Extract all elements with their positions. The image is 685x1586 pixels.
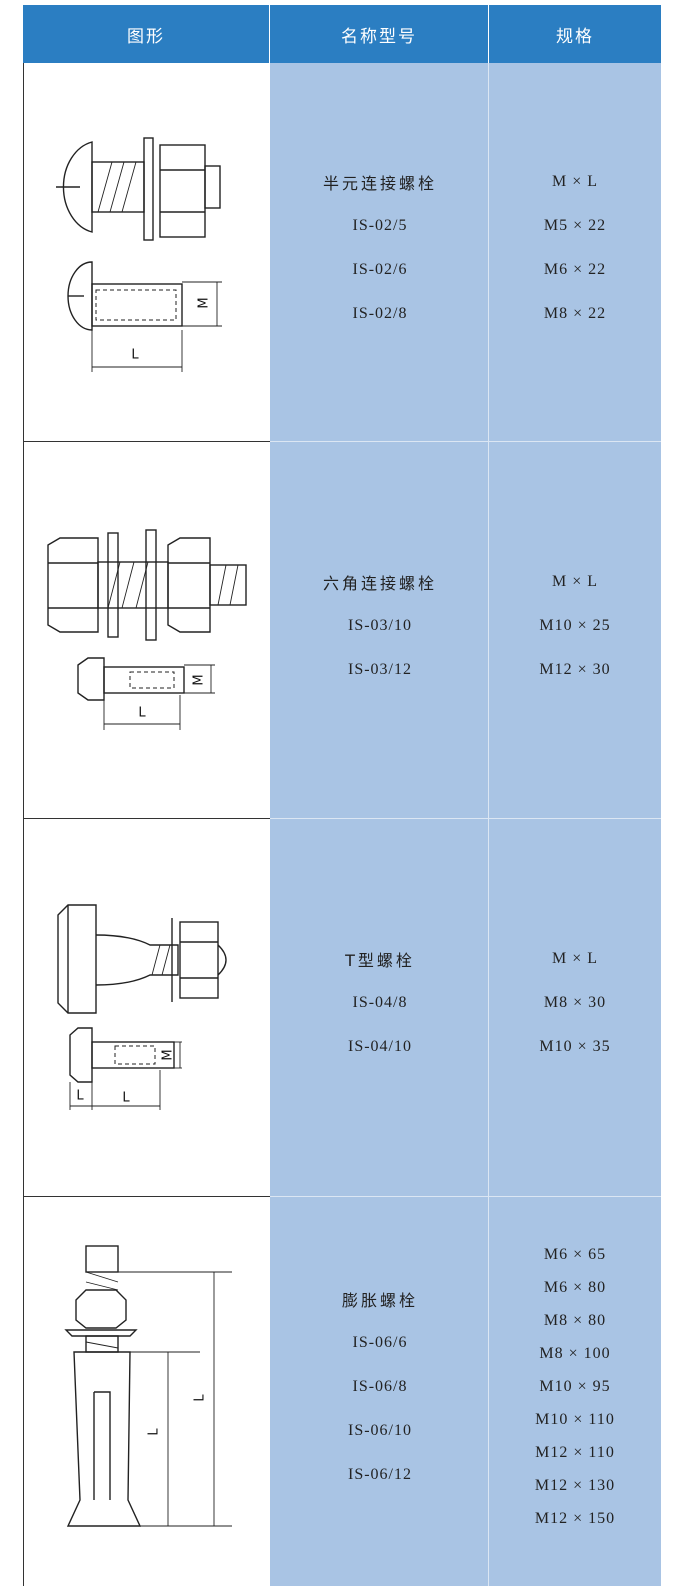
spec: M6 × 22: [543, 261, 607, 278]
figure-round-bolt: M L: [56, 137, 222, 372]
figure-expansion-bolt: L L: [64, 1245, 232, 1527]
spec: M10 × 110: [535, 1411, 615, 1428]
name-cell: [270, 441, 489, 818]
model-number: IS-03/10: [348, 616, 412, 634]
spec-cell: [489, 441, 661, 818]
name-cell: [270, 818, 489, 1196]
figure-label: M: [161, 1049, 176, 1060]
product-name: 六角连接螺栓: [322, 573, 438, 593]
spec: M6 × 80: [543, 1279, 607, 1296]
product-name: 膨胀螺栓: [341, 1291, 419, 1310]
spec: M10 × 95: [539, 1378, 611, 1395]
product-name: 半元连接螺栓: [322, 174, 438, 193]
spec: M8 × 22: [543, 305, 607, 322]
model-number: IS-06/6: [352, 1334, 408, 1351]
figure-label: L: [131, 348, 139, 363]
model-number: IS-03/12: [348, 660, 412, 678]
spec: M5 × 22: [543, 217, 607, 234]
figure-cell: [23, 1196, 270, 1586]
figure-t-bolt: M L L: [57, 904, 227, 1110]
spec: M6 × 65: [543, 1246, 607, 1263]
spec: M12 × 110: [535, 1444, 615, 1461]
spec: M8 × 80: [543, 1312, 607, 1329]
figure-label: L: [76, 1089, 84, 1104]
spec: M × L: [551, 572, 599, 590]
name-cell: [270, 63, 489, 441]
spec: M8 × 100: [539, 1345, 611, 1362]
figure-label: L: [147, 1428, 162, 1436]
figure-label: L: [193, 1394, 208, 1402]
spec: M12 × 150: [534, 1510, 616, 1527]
figure-hex-bolt: M L: [47, 529, 247, 730]
spec: M × L: [551, 173, 599, 190]
figure-label: L: [138, 706, 146, 721]
header-cell: 图形: [23, 5, 270, 63]
spec: M × L: [551, 950, 599, 967]
spec-cell: [489, 818, 661, 1196]
spec: M8 × 30: [543, 994, 607, 1011]
figure-label: M: [192, 674, 207, 685]
spec: M12 × 30: [539, 660, 611, 678]
model-number: IS-04/8: [352, 994, 408, 1011]
model-number: IS-06/12: [348, 1466, 412, 1483]
header-cell: 规格: [489, 5, 661, 63]
figure-label: M: [197, 297, 212, 308]
model-number: IS-04/10: [348, 1038, 412, 1055]
figure-cell: [23, 63, 270, 441]
model-number: IS-02/5: [352, 217, 408, 234]
spec-cell: [489, 63, 661, 441]
model-number: IS-06/8: [352, 1378, 408, 1395]
model-number: IS-02/8: [352, 305, 408, 322]
spec: M10 × 25: [539, 616, 611, 634]
product-name: T型螺栓: [345, 951, 415, 970]
model-number: IS-06/10: [348, 1422, 412, 1439]
figure-cell: [23, 818, 270, 1196]
name-cell: [270, 1196, 489, 1586]
spec-cell: [489, 1196, 661, 1586]
model-number: IS-02/6: [352, 261, 408, 278]
figure-label: L: [122, 1091, 130, 1106]
spec: M12 × 130: [534, 1477, 616, 1494]
spec: M10 × 35: [539, 1038, 611, 1055]
header-cell: 名称型号: [270, 5, 489, 63]
